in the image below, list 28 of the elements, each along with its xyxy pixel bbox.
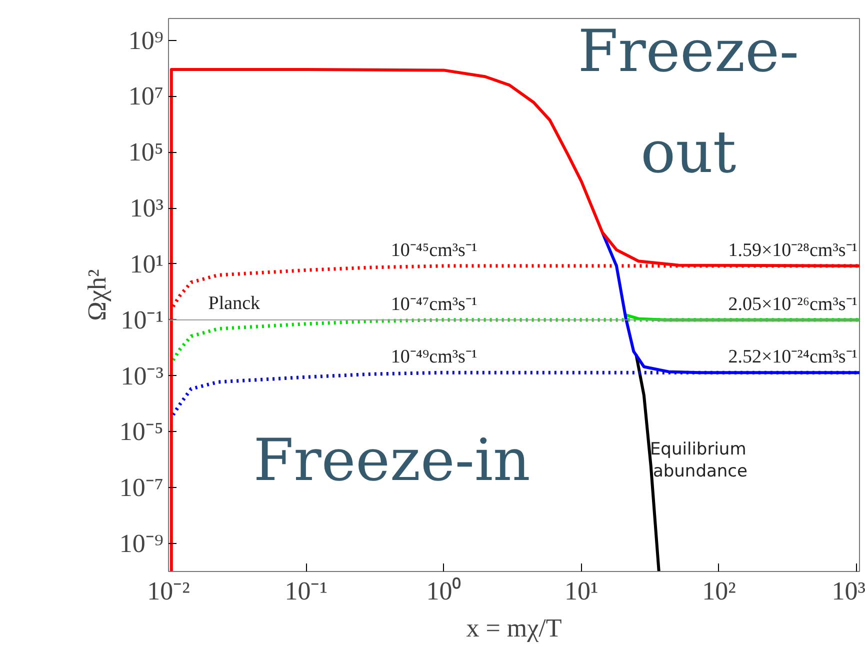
x-tick-label: 10³ <box>832 576 865 606</box>
y-tick-label: 10¹ <box>130 249 164 278</box>
series-label: 10⁻⁴⁷cm³s⁻¹ <box>390 294 478 315</box>
x-tick-label: 10¹ <box>564 576 598 606</box>
y-tick-label: 10⁹ <box>128 26 164 55</box>
y-tick-label: 10³ <box>130 194 164 223</box>
y-tick-label: 10⁻⁹ <box>119 529 164 558</box>
x-tick-label: 10⁻² <box>147 576 190 606</box>
annotation: Freeze-in <box>253 426 530 494</box>
y-tick-label: 10⁵ <box>128 138 164 167</box>
y-tick-label: 10⁻³ <box>120 361 164 390</box>
x-axis-title: x = mχ/T <box>466 614 562 642</box>
x-tick-label: 10² <box>702 576 736 606</box>
series-label: Equilibrium abundance <box>650 440 748 482</box>
ref-line-label: Planck <box>208 292 261 314</box>
series-label: 2.05×10⁻²⁶cm³s⁻¹ <box>728 294 858 315</box>
series-label: 10⁻⁴⁹cm³s⁻¹ <box>390 346 478 368</box>
x-tick-label: 10⁻¹ <box>284 576 328 606</box>
y-axis-title: Ωχh² <box>82 268 112 321</box>
x-tick-label: 10⁰ <box>426 576 462 606</box>
series-label: 10⁻⁴⁵cm³s⁻¹ <box>390 240 478 261</box>
y-tick-label: 10⁻⁵ <box>119 417 164 446</box>
series-label: 2.52×10⁻²⁴cm³s⁻¹ <box>728 346 858 368</box>
y-tick-label: 10⁷ <box>128 82 164 111</box>
series-label: 1.59×10⁻²⁸cm³s⁻¹ <box>728 240 858 261</box>
y-tick-label: 10⁻¹ <box>120 305 164 334</box>
annotation: Freeze-out <box>578 17 799 186</box>
y-tick-label: 10⁻⁷ <box>119 473 164 502</box>
